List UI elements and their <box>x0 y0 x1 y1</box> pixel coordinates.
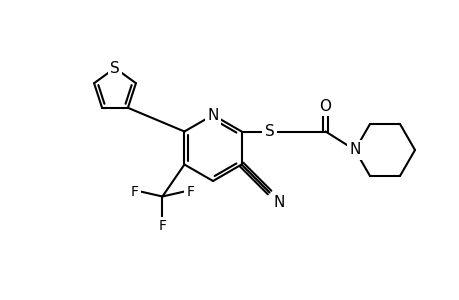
Text: N: N <box>273 195 285 210</box>
Text: S: S <box>110 61 120 76</box>
Text: N: N <box>207 107 218 122</box>
Text: F: F <box>130 184 138 199</box>
Text: N: N <box>348 142 360 158</box>
Text: F: F <box>186 184 194 199</box>
Text: O: O <box>319 99 331 114</box>
Text: S: S <box>264 124 274 139</box>
Text: F: F <box>158 220 166 233</box>
